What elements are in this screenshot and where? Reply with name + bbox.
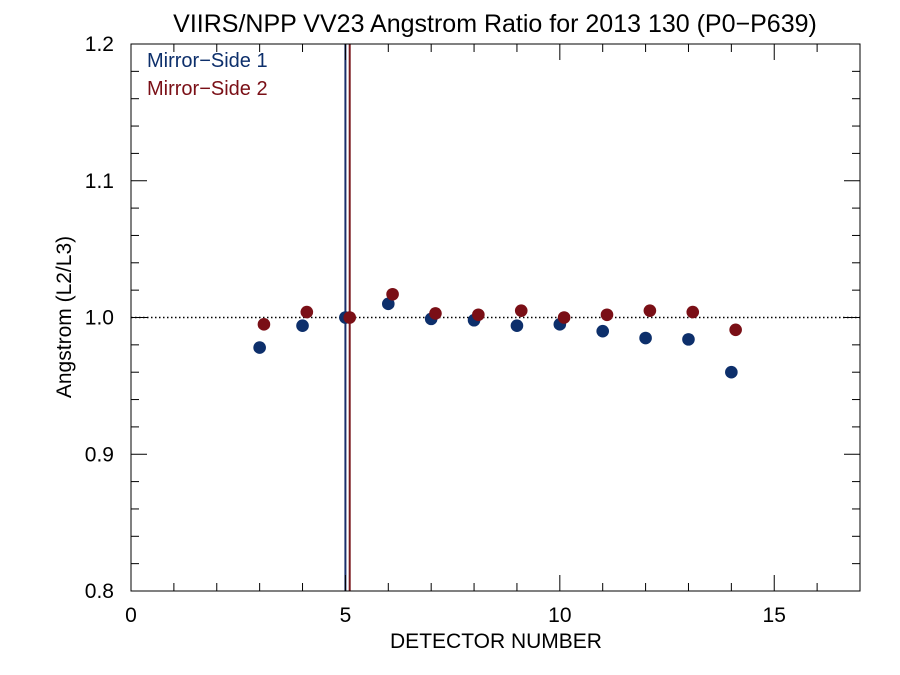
- y-tick-label: 1.1: [85, 170, 114, 193]
- data-point-series-2: [686, 305, 700, 319]
- data-point-series-2: [257, 318, 271, 331]
- chart-title: VIIRS/NPP VV23 Angstrom Ratio for 2013 1…: [173, 10, 817, 38]
- x-tick-label: 15: [763, 604, 786, 627]
- data-point-series-2: [429, 307, 442, 320]
- data-point-series-2: [557, 311, 571, 324]
- y-tick-label: 0.9: [85, 443, 114, 466]
- data-point-series-2: [472, 308, 485, 322]
- legend: Mirror−Side 1 Mirror−Side 2: [147, 50, 268, 100]
- data-point-series-2: [514, 304, 528, 317]
- data-point-series-2: [729, 323, 742, 337]
- data-point-series-1: [381, 297, 395, 311]
- axis-ticks: 0 5 10 15 0.8 0.9 1.0 1.1 1.2: [85, 33, 860, 627]
- data-point-series-2: [343, 311, 357, 324]
- data-point-series-2: [643, 304, 657, 317]
- y-axis-title: Angstrom (L2/L3): [53, 236, 76, 398]
- data-points: [253, 287, 742, 379]
- data-point-series-1: [596, 324, 610, 338]
- data-point-series-2: [386, 287, 399, 301]
- data-point-series-1: [510, 319, 524, 333]
- y-tick-label: 1.2: [85, 33, 114, 56]
- data-point-series-1: [639, 331, 652, 345]
- data-point-series-1: [725, 365, 738, 379]
- legend-entry-mirror-side-2: Mirror−Side 2: [147, 78, 268, 100]
- data-point-series-2: [600, 308, 614, 322]
- data-point-series-1: [682, 333, 695, 346]
- legend-entry-mirror-side-1: Mirror−Side 1: [147, 50, 268, 72]
- x-tick-label: 5: [340, 604, 352, 627]
- data-point-series-2: [300, 305, 314, 319]
- data-point-series-1: [296, 319, 309, 333]
- x-tick-label: 0: [125, 604, 137, 627]
- y-tick-label: 0.8: [85, 580, 114, 603]
- y-tick-label: 1.0: [85, 307, 114, 330]
- plot-layer: [131, 44, 860, 591]
- x-tick-label: 10: [548, 604, 571, 627]
- data-point-series-1: [253, 341, 266, 354]
- x-axis-title: DETECTOR NUMBER: [390, 630, 602, 653]
